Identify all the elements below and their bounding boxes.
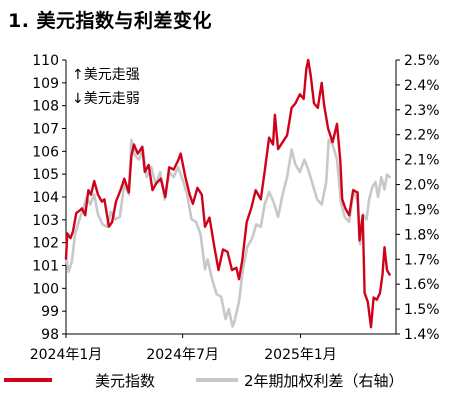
left-tick-label: 101 xyxy=(32,259,59,275)
right-tick-label: 2.4% xyxy=(404,78,440,94)
series-line-dxy xyxy=(64,58,391,329)
annotation-weaker: ↓美元走弱 xyxy=(72,91,140,107)
right-tick-label: 1.5% xyxy=(404,302,440,318)
right-tick-label: 2.1% xyxy=(404,153,440,169)
legend-label-spread: 2年期加权利差（右轴） xyxy=(244,372,404,390)
left-tick-label: 106 xyxy=(32,144,59,160)
right-tick-label: 2.5% xyxy=(404,53,440,69)
annotation-stronger: ↑美元走强 xyxy=(72,67,140,83)
right-tick-label: 1.9% xyxy=(404,202,440,218)
left-tick-label: 107 xyxy=(32,122,59,138)
left-tick-label: 108 xyxy=(32,99,59,115)
left-tick-label: 102 xyxy=(32,236,59,252)
legend: 美元指数 2年期加权利差（右轴） xyxy=(4,372,404,390)
right-tick-label: 1.8% xyxy=(404,227,440,243)
x-tick-label: 2024年1月 xyxy=(30,347,103,363)
left-tick-label: 105 xyxy=(32,167,59,183)
right-tick-label: 1.7% xyxy=(404,252,440,268)
chart-title: 1. 美元指数与利差变化 xyxy=(8,10,213,32)
left-tick-label: 99 xyxy=(41,304,59,320)
x-tick-label: 2025年1月 xyxy=(264,347,337,363)
left-axis-ticks: 98 99 100 101 102 103 104 105 106 107 108 109 110 xyxy=(32,53,66,343)
series-line-spread xyxy=(64,138,391,328)
left-tick-label: 103 xyxy=(32,213,59,229)
right-tick-label: 1.6% xyxy=(404,277,440,293)
right-tick-label: 2.3% xyxy=(404,103,440,119)
x-tick-label: 2024年7月 xyxy=(146,347,219,363)
left-tick-label: 98 xyxy=(41,327,59,343)
series-layer xyxy=(64,58,391,329)
left-tick-label: 100 xyxy=(32,281,59,297)
right-tick-label: 2.0% xyxy=(404,178,440,194)
right-tick-label: 2.2% xyxy=(404,128,440,144)
right-axis-ticks: 1.4% 1.5% 1.6% 1.7% 1.8% 1.9% 2.0% 2.1% 2.2% 2.3%… xyxy=(396,53,440,343)
annotations: ↑美元走强 ↓美元走弱 xyxy=(72,67,140,107)
left-tick-label: 104 xyxy=(32,190,59,206)
x-axis-ticks: 2024年1月 2024年7月 2025年1月 xyxy=(30,334,337,363)
left-tick-label: 110 xyxy=(32,53,59,69)
right-tick-label: 1.4% xyxy=(404,327,440,343)
legend-label-dxy: 美元指数 xyxy=(95,372,155,390)
left-tick-label: 109 xyxy=(32,76,59,92)
